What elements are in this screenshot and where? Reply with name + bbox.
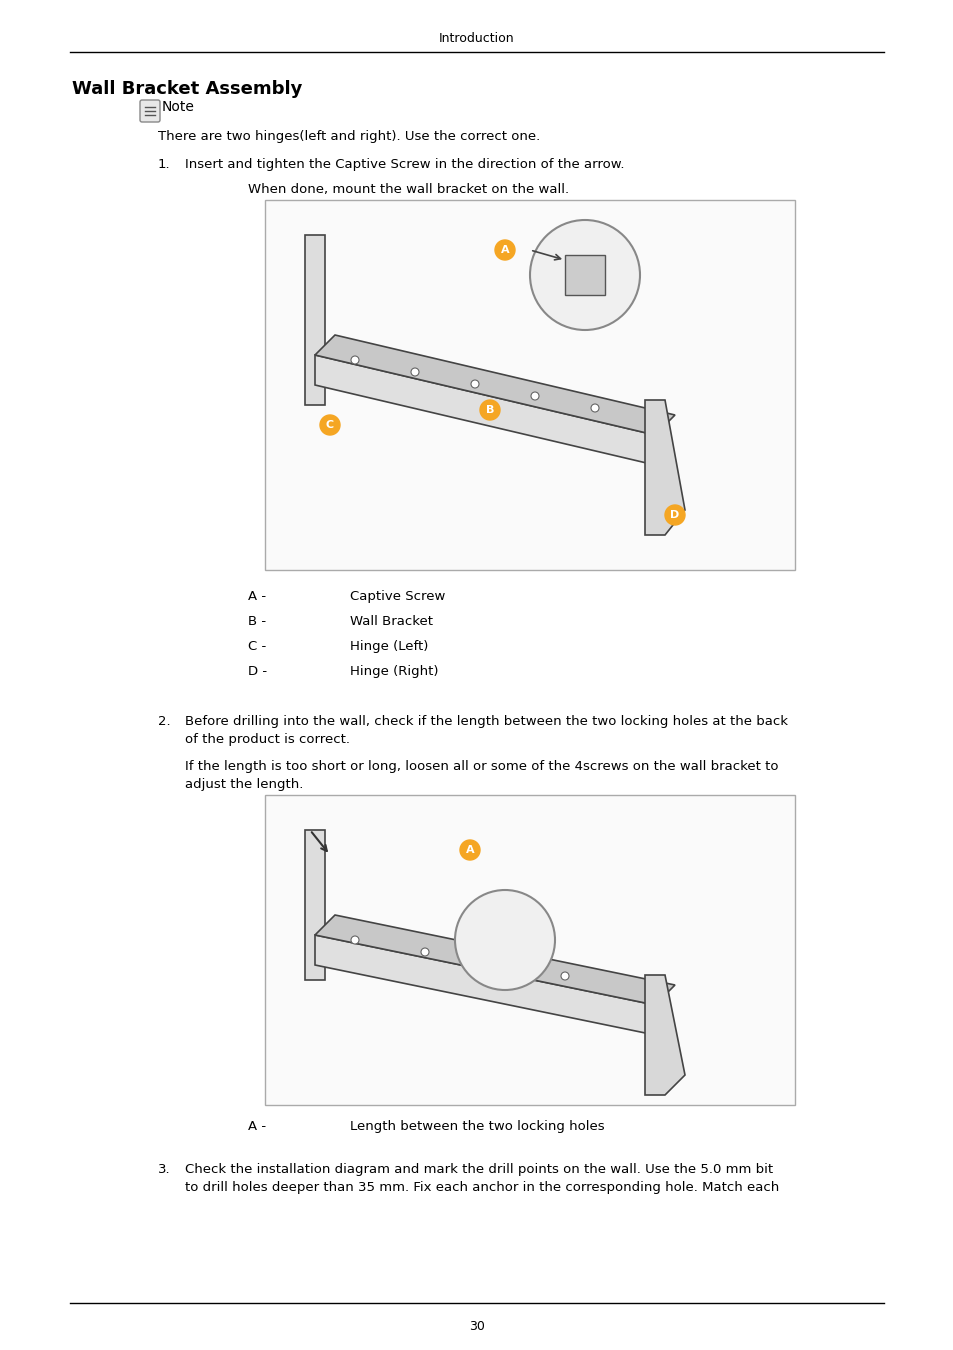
Text: Length between the two locking holes: Length between the two locking holes <box>350 1120 604 1133</box>
Text: If the length is too short or long, loosen all or some of the 4screws on the wal: If the length is too short or long, loos… <box>185 760 778 774</box>
Polygon shape <box>564 255 604 296</box>
Circle shape <box>531 392 538 400</box>
Polygon shape <box>314 936 655 1035</box>
Circle shape <box>491 960 498 968</box>
Text: D: D <box>670 510 679 520</box>
Text: When done, mount the wall bracket on the wall.: When done, mount the wall bracket on the… <box>248 184 569 196</box>
Text: B: B <box>485 405 494 414</box>
Text: 30: 30 <box>469 1320 484 1332</box>
Text: 2.: 2. <box>158 716 171 728</box>
Text: Hinge (Left): Hinge (Left) <box>350 640 428 653</box>
Text: Captive Screw: Captive Screw <box>350 590 445 603</box>
Polygon shape <box>644 400 684 535</box>
Polygon shape <box>314 915 675 1004</box>
Circle shape <box>471 379 478 387</box>
FancyBboxPatch shape <box>140 100 160 122</box>
Circle shape <box>455 890 555 990</box>
Circle shape <box>664 505 684 525</box>
Circle shape <box>411 369 418 377</box>
Text: adjust the length.: adjust the length. <box>185 778 303 791</box>
Circle shape <box>351 936 358 944</box>
Text: C: C <box>326 420 334 431</box>
Text: B -: B - <box>248 616 266 628</box>
Text: Before drilling into the wall, check if the length between the two locking holes: Before drilling into the wall, check if … <box>185 716 787 728</box>
Circle shape <box>495 240 515 261</box>
Polygon shape <box>644 975 684 1095</box>
Text: 3.: 3. <box>158 1162 171 1176</box>
Text: C -: C - <box>248 640 266 653</box>
FancyBboxPatch shape <box>265 795 794 1106</box>
Text: A -: A - <box>248 590 266 603</box>
Text: Wall Bracket: Wall Bracket <box>350 616 433 628</box>
Text: Check the installation diagram and mark the drill points on the wall. Use the 5.: Check the installation diagram and mark … <box>185 1162 772 1176</box>
Text: There are two hinges(left and right). Use the correct one.: There are two hinges(left and right). Us… <box>158 130 539 143</box>
Circle shape <box>319 414 339 435</box>
Text: Insert and tighten the Captive Screw in the direction of the arrow.: Insert and tighten the Captive Screw in … <box>185 158 624 171</box>
Text: D -: D - <box>248 666 267 678</box>
Text: Note: Note <box>162 100 194 113</box>
Text: Wall Bracket Assembly: Wall Bracket Assembly <box>71 80 302 99</box>
Circle shape <box>560 972 568 980</box>
Text: to drill holes deeper than 35 mm. Fix each anchor in the corresponding hole. Mat: to drill holes deeper than 35 mm. Fix ea… <box>185 1181 779 1193</box>
Text: A: A <box>465 845 474 855</box>
Circle shape <box>351 356 358 365</box>
Polygon shape <box>314 335 675 435</box>
Text: A: A <box>500 244 509 255</box>
Circle shape <box>420 948 429 956</box>
Text: A -: A - <box>248 1120 266 1133</box>
FancyBboxPatch shape <box>265 200 794 570</box>
Text: 1.: 1. <box>158 158 171 171</box>
Circle shape <box>530 220 639 329</box>
Polygon shape <box>314 355 655 464</box>
Polygon shape <box>305 235 325 405</box>
Circle shape <box>459 840 479 860</box>
Circle shape <box>479 400 499 420</box>
Text: of the product is correct.: of the product is correct. <box>185 733 350 747</box>
Circle shape <box>590 404 598 412</box>
Text: Hinge (Right): Hinge (Right) <box>350 666 438 678</box>
Text: Introduction: Introduction <box>438 32 515 45</box>
Polygon shape <box>305 830 325 980</box>
